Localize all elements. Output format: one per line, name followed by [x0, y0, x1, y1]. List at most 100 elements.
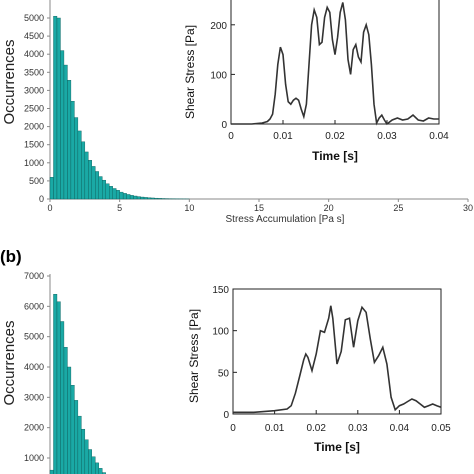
panel-b-inset-ticks: 0 50 100 150 0 0.01 0.02 0.03 0.04 0.05 — [212, 285, 451, 434]
panel-b-inset-x-tick-label: 0.04 — [390, 423, 410, 434]
panel-a-bar — [133, 195, 138, 200]
panel-b-bar — [74, 400, 79, 474]
panel-a-bar — [115, 190, 120, 200]
panel-a-y-tick-label: 1500 — [24, 140, 44, 150]
panel-a-bar — [136, 196, 141, 200]
panel-a-inset-y-tick-label: 200 — [210, 21, 227, 32]
panel-b-bar — [95, 462, 99, 474]
panel-b-inset-x-tick-label: 0.01 — [265, 423, 285, 434]
panel-a-x-tick-label: 30 — [463, 203, 473, 213]
panel-a-inset-x-tick-label: 0.02 — [325, 131, 345, 142]
panel-a-inset-x-tick-label: 0.01 — [273, 131, 293, 142]
panel-a-inset-x-tick-label: 0.04 — [429, 131, 449, 142]
panel-a-bar — [119, 191, 124, 200]
panel-a-bar — [70, 101, 75, 200]
panel-b-y-ticks: 1000 2000 3000 4000 5000 6000 7000 — [24, 271, 50, 463]
panel-a-inset-ticks: 0 100 200 0 0.01 0.02 0.03 0.04 — [210, 21, 449, 142]
panel-a-bar — [105, 183, 110, 200]
panel-b-inset-x-axis-label: Time [s] — [314, 440, 360, 454]
panel-a-inset-y-tick-label: 100 — [210, 70, 227, 81]
panel-a-x-tick-label: 10 — [184, 203, 194, 213]
panel-a-bar — [91, 166, 96, 200]
panel-a-bar — [109, 186, 113, 200]
panel-b-y-tick-label: 6000 — [24, 301, 44, 311]
panel-b-bar — [67, 366, 72, 474]
panel-a-bar — [126, 194, 131, 200]
panel-b-y-tick-label: 3000 — [24, 392, 44, 402]
panel-a-bar — [81, 141, 86, 200]
panel-b-y-tick-label: 7000 — [24, 271, 44, 281]
panel-a-bar — [98, 176, 103, 200]
panel-a-bar — [56, 17, 61, 200]
panel-a-bar — [53, 15, 58, 200]
panel-a-y-tick-label: 4500 — [24, 31, 44, 41]
panel-b-bar — [91, 456, 96, 474]
panel-b-inset-y-tick-label: 100 — [212, 327, 229, 338]
panel-b-bar — [88, 449, 92, 474]
panel-a-bar — [129, 195, 134, 200]
panel-a-y-axis-label: Occurrences — [1, 39, 18, 124]
panel-b-bar — [56, 301, 61, 474]
panel-b-inset-x-tick-label: 0.02 — [306, 423, 326, 434]
panel-a: 0500100015002000250030003500400045005000… — [1, 0, 473, 225]
panel-a-bar — [140, 196, 145, 200]
panel-b-y-tick-label: 1000 — [24, 453, 44, 463]
panel-b-inset-x-tick-label: 0 — [230, 423, 236, 434]
panel-a-bar — [77, 130, 82, 200]
panel-a-inset-x-tick-label: 0 — [228, 131, 234, 142]
panel-a-bar — [161, 198, 166, 200]
panel-a-x-tick-label: 15 — [254, 203, 264, 213]
panel-b-y-axis-label: Occurrences — [1, 320, 18, 405]
panel-a-bar — [67, 80, 72, 200]
panel-a-bar — [60, 50, 65, 200]
panel-a-bar — [49, 177, 54, 200]
panel-a-y-tick-label: 3000 — [24, 85, 44, 95]
panel-a-bar — [122, 193, 127, 200]
panel-a-bar — [157, 198, 162, 200]
panel-b-label: (b) — [0, 247, 22, 266]
panel-a-x-axis-label: Stress Accumulation [Pa s] — [226, 214, 345, 225]
panel-b-bar — [81, 428, 86, 474]
panel-a-inset-y-axis-label: Shear Stress [Pa] — [183, 25, 197, 119]
panel-a-y-tick-label: 5000 — [24, 13, 44, 23]
panel-a-x-tick-label: 25 — [393, 203, 403, 213]
panel-a-y-tick-label: 500 — [29, 176, 44, 186]
panel-b-bar — [77, 415, 82, 474]
panel-a-bar — [95, 171, 99, 200]
panel-a-y-tick-label: 0 — [39, 194, 44, 204]
panel-b-inset-y-tick-label: 0 — [223, 410, 229, 421]
panel-b-inset-y-tick-label: 50 — [218, 368, 230, 379]
panel-a-bar — [143, 197, 148, 200]
panel-a-y-tick-label: 1000 — [24, 158, 44, 168]
panel-b-y-tick-label: 5000 — [24, 332, 44, 342]
panel-a-bar — [112, 188, 117, 200]
panel-a-inset-line — [231, 2, 439, 126]
panel-a-y-ticks: 0 500 1000 1500 2000 2500 3000 3500 4000 4500 5000 — [24, 13, 50, 204]
panel-b-inset-y-tick-label: 150 — [212, 285, 229, 296]
panel-a-bar — [84, 151, 89, 200]
panel-a-bar — [88, 160, 92, 200]
panel-b-bar — [84, 439, 89, 474]
panel-a-bar — [150, 197, 155, 200]
panel-a-inset: 0 100 200 0 0.01 0.02 0.03 0.04 Shear Stress [P… — [183, 0, 449, 163]
panel-b-bar — [53, 294, 58, 474]
panel-a-inset-x-tick-label: 0.03 — [377, 131, 397, 142]
panel-b-bars — [49, 294, 106, 474]
panel-a-x-ticks: 0 5 10 15 20 25 30 — [47, 199, 473, 213]
panel-b-y-tick-label: 2000 — [24, 423, 44, 433]
panel-a-inset-x-axis-label: Time [s] — [312, 149, 358, 163]
panel-b-bar — [98, 468, 103, 474]
panel-a-bar — [74, 117, 79, 200]
panel-a-bar — [63, 64, 68, 200]
panel-b-inset: 0 50 100 150 0 0.01 0.02 0.03 0.04 0.05 Shear Str… — [187, 285, 451, 454]
panel-a-inset-y-tick-label: 0 — [221, 120, 227, 131]
panel-a-x-tick-label: 5 — [117, 203, 122, 213]
panel-b-inset-frame — [232, 288, 442, 415]
panel-b-bar — [63, 347, 68, 474]
panel-b-bar — [60, 321, 65, 474]
panel-a-y-tick-label: 3500 — [24, 67, 44, 77]
panel-b-inset-x-tick-label: 0.05 — [431, 423, 451, 434]
panel-a-x-tick-label: 0 — [47, 203, 52, 213]
panel-a-y-tick-label: 4000 — [24, 49, 44, 59]
